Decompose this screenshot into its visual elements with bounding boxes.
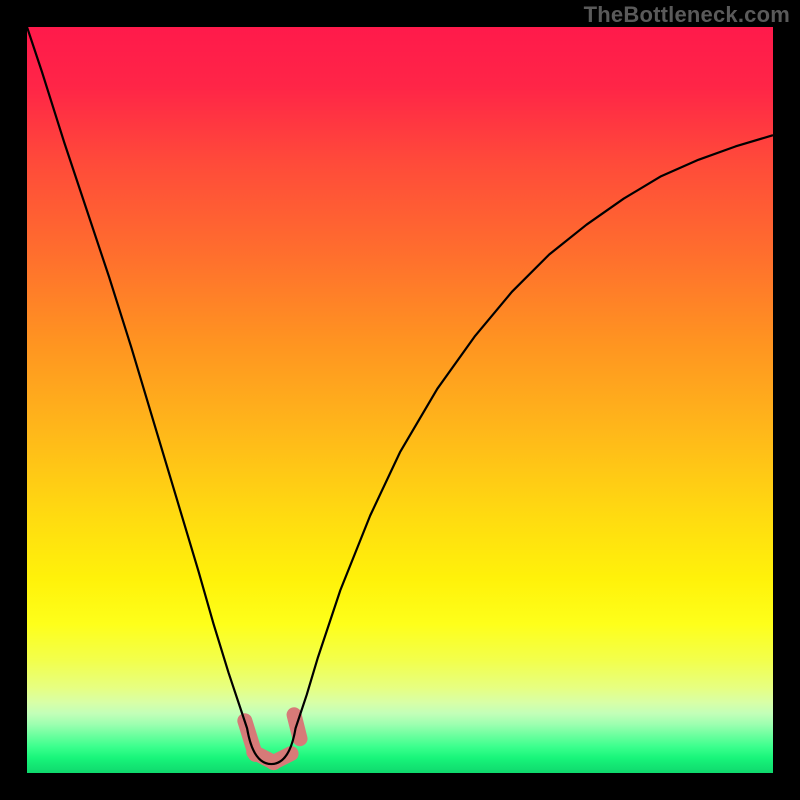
- chart-background: [27, 27, 773, 773]
- watermark-text: TheBottleneck.com: [584, 2, 790, 28]
- frame-left: [0, 0, 27, 800]
- chart-plot-area: [27, 27, 773, 773]
- chart-svg: [27, 27, 773, 773]
- frame-right: [773, 0, 800, 800]
- frame-bottom: [0, 773, 800, 800]
